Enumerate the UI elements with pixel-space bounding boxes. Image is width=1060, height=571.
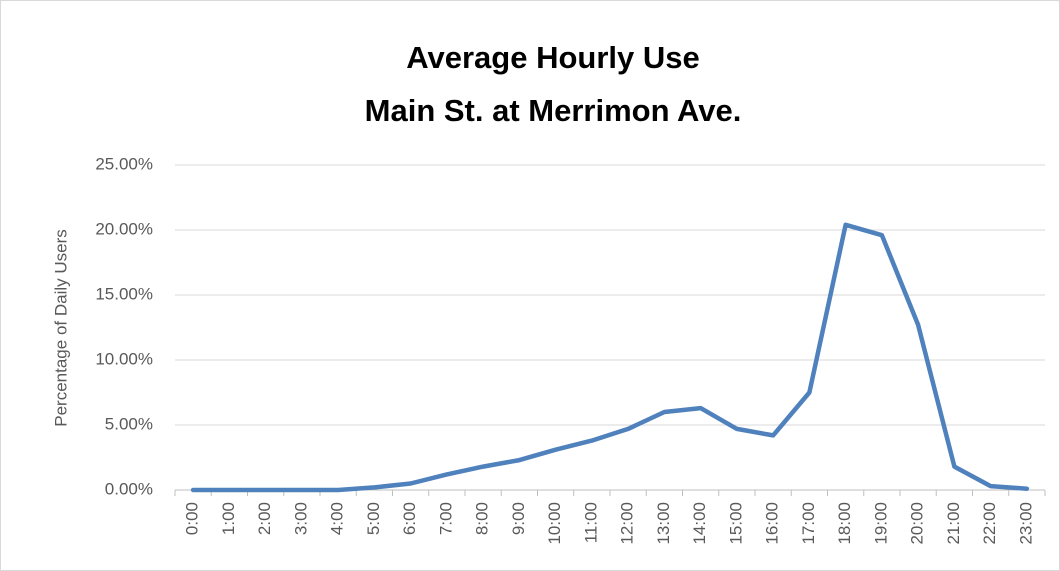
chart-subtitle: Main St. at Merrimon Ave. [365, 93, 742, 128]
x-tick-label: 19:00 [871, 502, 890, 545]
y-axis-title: Percentage of Daily Users [51, 229, 70, 426]
x-tick-label: 0:00 [183, 502, 202, 535]
y-tick-label: 5.00% [105, 414, 153, 433]
x-tick-label: 22:00 [980, 502, 999, 545]
x-tick-label: 3:00 [291, 502, 310, 535]
x-tick-label: 11:00 [581, 502, 600, 543]
x-tick-label: 12:00 [618, 502, 637, 545]
x-tick-label: 23:00 [1016, 502, 1035, 545]
x-tick-label: 15:00 [726, 502, 745, 545]
x-tick-label: 13:00 [654, 502, 673, 545]
x-tick-label: 2:00 [255, 502, 274, 535]
x-tick-label: 16:00 [763, 502, 782, 545]
x-tick-label: 4:00 [328, 502, 347, 535]
x-tick-label: 1:00 [219, 502, 238, 535]
y-tick-label: 0.00% [105, 479, 153, 498]
x-tick-label: 7:00 [436, 502, 455, 535]
y-tick-label: 15.00% [95, 284, 153, 303]
x-tick-label: 6:00 [400, 502, 419, 535]
y-tick-label: 25.00% [95, 154, 153, 173]
x-tick-label: 9:00 [509, 502, 528, 535]
y-tick-label: 20.00% [95, 219, 153, 238]
x-tick-label: 17:00 [799, 502, 818, 545]
x-tick-label: 18:00 [835, 502, 854, 545]
data-line [190, 222, 1030, 493]
chart-title: Average Hourly Use [406, 40, 699, 75]
x-tick-label: 5:00 [364, 502, 383, 535]
x-tick-label: 10:00 [545, 502, 564, 545]
x-tick-label: 8:00 [473, 502, 492, 535]
x-tick-label: 20:00 [908, 502, 927, 545]
x-tick-label: 14:00 [690, 502, 709, 545]
y-tick-label: 10.00% [95, 349, 153, 368]
x-tick-label: 21:00 [944, 502, 963, 545]
